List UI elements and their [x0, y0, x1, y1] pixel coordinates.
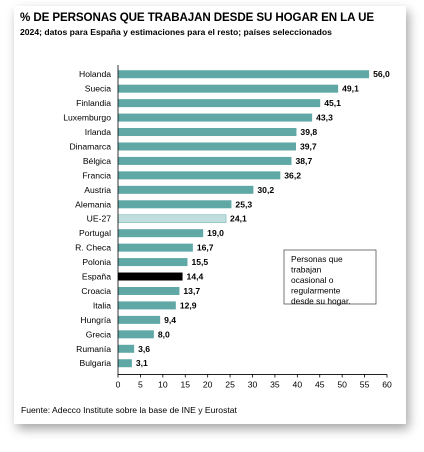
category-label-francia: Francia [82, 170, 111, 180]
value-label-hungria: 9,4 [164, 315, 176, 325]
value-label-luxemburgo: 43,3 [316, 113, 333, 123]
x-tick-label-0: 0 [116, 379, 121, 389]
x-tick-label-20: 20 [203, 379, 213, 389]
category-label-italia: Italia [93, 300, 111, 310]
value-label-alemania: 25,3 [235, 199, 252, 209]
value-label-belgica: 38,7 [296, 156, 313, 166]
bar-portugal [118, 229, 204, 238]
category-label-r-checa: R. Checa [75, 243, 111, 253]
value-label-suecia: 49,1 [342, 84, 359, 94]
value-label-italia: 12,9 [180, 300, 197, 310]
chart-card: % DE PERSONAS QUE TRABAJAN DESDE SU HOGA… [14, 6, 406, 424]
value-label-grecia: 8,0 [158, 329, 170, 339]
x-tick-label-45: 45 [315, 379, 325, 389]
bar-grecia [118, 330, 154, 339]
bar-finlandia [118, 99, 321, 108]
source-note: Fuente: Adecco Institute sobre la base d… [21, 405, 237, 415]
category-label-croacia: Croacia [81, 286, 111, 296]
x-tick-label-15: 15 [180, 379, 190, 389]
category-label-bulgaria: Bulgaria [79, 358, 111, 368]
bar-espana [118, 272, 183, 281]
bar-irlanda [118, 128, 297, 137]
category-label-holanda: Holanda [79, 69, 111, 79]
bar-belgica [118, 156, 292, 165]
value-label-rumania: 3,6 [138, 344, 150, 354]
category-label-irlanda: Irlanda [85, 127, 111, 137]
x-tick-label-40: 40 [293, 379, 303, 389]
x-tick-label-50: 50 [337, 379, 347, 389]
bar-suecia [118, 84, 339, 93]
labels-layer: Holanda 56,0 Suecia 49,1 Finlandia 45,1 Luxemb… [63, 69, 390, 368]
x-tick-label-5: 5 [138, 379, 143, 389]
value-label-finlandia: 45,1 [324, 98, 341, 108]
bar-luxemburgo [118, 113, 313, 122]
category-label-austria: Austria [84, 185, 111, 195]
category-label-ue-27: UE-27 [87, 214, 112, 224]
bar-francia [118, 171, 281, 180]
chart-subtitle: 2024; datos para España y estimaciones p… [20, 27, 332, 37]
value-label-r-checa: 16,7 [197, 243, 214, 253]
category-label-belgica: Bélgica [83, 156, 111, 166]
category-label-hungria: Hungría [80, 315, 111, 325]
bar-dinamarca [118, 142, 296, 151]
bar-rumania [118, 344, 135, 353]
x-tick-label-35: 35 [270, 379, 280, 389]
category-label-luxemburgo: Luxemburgo [63, 113, 111, 123]
chart-title: % DE PERSONAS QUE TRABAJAN DESDE SU HOGA… [20, 11, 375, 24]
value-label-espana: 14,4 [187, 272, 204, 282]
x-tick-label-30: 30 [248, 379, 258, 389]
category-label-polonia: Polonia [82, 257, 111, 267]
bar-r-checa [118, 243, 193, 252]
value-label-ue-27: 24,1 [230, 214, 247, 224]
value-label-irlanda: 39,8 [300, 127, 317, 137]
value-label-francia: 36,2 [284, 170, 301, 180]
bar-bulgaria [118, 359, 132, 368]
bar-ue-27 [117, 214, 227, 224]
annotation-box: Personas que trabajan ocasional o regularme… [283, 249, 377, 306]
x-tick-label-60: 60 [382, 379, 392, 389]
bars-layer [117, 70, 370, 368]
annotation-text: Personas que trabajan ocasional o regularme… [291, 254, 351, 306]
category-label-rumania: Rumanía [76, 344, 111, 354]
category-label-dinamarca: Dinamarca [69, 141, 111, 151]
plot-area: Holanda 56,0 Suecia 49,1 Finlandia 45,1 Luxemb… [18, 40, 406, 400]
category-label-finlandia: Finlandia [76, 98, 111, 108]
value-label-dinamarca: 39,7 [300, 141, 317, 151]
value-label-holanda: 56,0 [373, 69, 390, 79]
category-label-espana: España [82, 272, 111, 282]
category-label-portugal: Portugal [79, 228, 111, 238]
bar-austria [118, 185, 254, 194]
x-tick-label-25: 25 [225, 379, 235, 389]
bar-croacia [118, 286, 180, 295]
x-tick-label-10: 10 [158, 379, 168, 389]
bar-italia [118, 301, 176, 310]
bar-polonia [118, 258, 188, 267]
value-label-polonia: 15,5 [191, 257, 208, 267]
value-label-austria: 30,2 [257, 185, 274, 195]
category-label-alemania: Alemania [75, 199, 111, 209]
x-tick-label-55: 55 [360, 379, 370, 389]
bar-holanda [118, 70, 370, 79]
value-label-portugal: 19,0 [207, 228, 224, 238]
x-axis: 0 5 10 15 20 25 30 35 40 45 50 55 60 [116, 65, 392, 389]
bar-chart: Holanda 56,0 Suecia 49,1 Finlandia 45,1 Luxemb… [63, 65, 392, 389]
bar-alemania [118, 200, 232, 209]
value-label-croacia: 13,7 [183, 286, 200, 296]
category-label-suecia: Suecia [85, 84, 111, 94]
value-label-bulgaria: 3,1 [136, 358, 148, 368]
bar-hungria [118, 315, 161, 324]
category-label-grecia: Grecia [86, 329, 112, 339]
